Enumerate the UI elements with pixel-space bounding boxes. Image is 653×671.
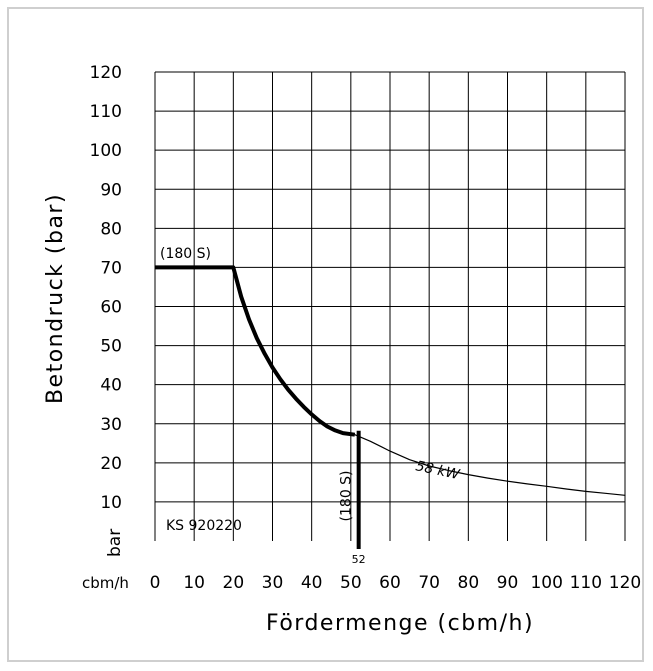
- x-tick-0: 0: [150, 573, 161, 593]
- power-label: 58 kW: [414, 458, 462, 483]
- x-tick-60: 60: [379, 573, 401, 593]
- y-tick-90: 90: [100, 180, 122, 200]
- y-axis-title: Betondruck (bar): [43, 193, 68, 404]
- x-tick-20: 20: [223, 573, 245, 593]
- x-tick-100: 100: [530, 573, 562, 593]
- y-tick-50: 50: [100, 337, 122, 357]
- series-line-0: [155, 265, 356, 437]
- model-label: KS 920220: [166, 518, 242, 534]
- grid: [154, 71, 626, 541]
- x-tick-110: 110: [570, 573, 602, 593]
- x-unit-label: cbm/h: [82, 574, 129, 592]
- y-tick-60: 60: [100, 298, 122, 318]
- x-tick-10: 10: [183, 573, 205, 593]
- y-tick-labels: 10 20 30 40 50 60 70 80 90 100 110 120: [90, 63, 122, 513]
- x-tick-80: 80: [458, 573, 480, 593]
- vertical-marker-value-label: 52: [352, 553, 366, 566]
- series-label-180s-top: (180 S): [160, 246, 211, 262]
- y-tick-40: 40: [100, 376, 122, 396]
- y-tick-110: 110: [90, 102, 122, 122]
- x-tick-70: 70: [418, 573, 440, 593]
- y-tick-70: 70: [100, 258, 122, 278]
- x-tick-90: 90: [497, 573, 519, 593]
- x-axis-title: Fördermenge (cbm/h): [266, 611, 534, 636]
- series: [155, 265, 626, 496]
- x-tick-50: 50: [340, 573, 362, 593]
- series-line-1: [354, 434, 626, 496]
- y-unit-label: bar: [105, 529, 125, 557]
- y-tick-30: 30: [100, 415, 122, 435]
- x-tick-labels: 0 10 20 30 40 50 60 70 80 90 100 110 120: [150, 573, 642, 593]
- y-tick-10: 10: [100, 493, 122, 513]
- y-tick-120: 120: [90, 63, 122, 83]
- x-tick-30: 30: [262, 573, 284, 593]
- x-tick-40: 40: [301, 573, 323, 593]
- y-tick-20: 20: [100, 454, 122, 474]
- x-tick-120: 120: [609, 573, 641, 593]
- y-tick-80: 80: [100, 219, 122, 239]
- y-tick-100: 100: [90, 141, 122, 161]
- vertical-marker-series-label: (180 S): [339, 470, 355, 521]
- chart-frame: [7, 7, 644, 662]
